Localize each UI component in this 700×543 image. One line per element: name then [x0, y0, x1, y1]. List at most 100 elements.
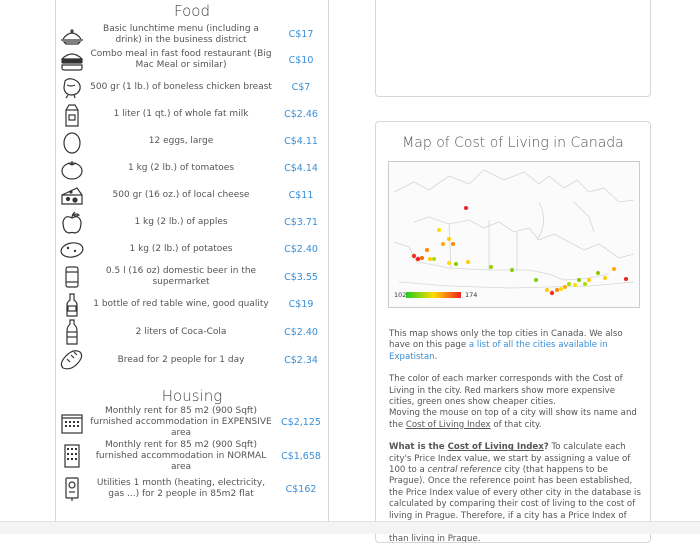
- cost-list-column: Food Basic lunchtime menu (including a d…: [55, 0, 329, 533]
- list-item: Utilities 1 month (heating, electricity,…: [56, 473, 328, 505]
- item-label: Monthly rent for 85 m2 (900 Sqft) furnis…: [95, 439, 267, 472]
- list-item: Monthly rent for 85 m2 (900 Sqft) furnis…: [56, 406, 328, 439]
- item-price[interactable]: C$2,125: [281, 417, 321, 428]
- cheese-icon: [56, 185, 88, 207]
- city-markers: [411, 206, 628, 296]
- building-icon: [56, 412, 88, 434]
- list-item: 12 eggs, large C$4.11: [56, 128, 328, 155]
- city-marker: [451, 242, 455, 246]
- item-price[interactable]: C$4.14: [284, 163, 318, 174]
- city-marker: [466, 260, 470, 264]
- text: .: [434, 351, 438, 362]
- city-marker: [577, 278, 581, 282]
- map-title: Map of Cost of Living in Canada: [402, 135, 624, 151]
- city-marker: [420, 256, 424, 260]
- item-label: Basic lunchtime menu (including a drink)…: [103, 23, 259, 45]
- item-label: Combo meal in fast food restaurant (Big …: [90, 49, 272, 70]
- text: central reference: [427, 465, 502, 476]
- milk-carton-icon: [56, 102, 88, 128]
- list-item: 500 gr (16 oz.) of local cheese C$11: [56, 182, 328, 209]
- egg-icon: [56, 129, 88, 155]
- list-item: 0.5 l (16 oz) domestic beer in the super…: [56, 263, 328, 291]
- item-price[interactable]: C$162: [285, 483, 317, 495]
- chicken-icon: [56, 75, 88, 99]
- list-item: 1 bottle of red table wine, good quality…: [56, 291, 328, 318]
- cost-of-living-index-link[interactable]: Cost of Living Index: [447, 442, 544, 453]
- item-price[interactable]: C$2.40: [284, 244, 318, 255]
- item-price[interactable]: C$11: [288, 190, 314, 201]
- bread-icon: [56, 348, 88, 372]
- city-marker: [567, 282, 571, 286]
- city-marker: [447, 237, 451, 241]
- list-item: Bread for 2 people for 1 day C$2.34: [56, 346, 328, 374]
- item-price[interactable]: C$19: [288, 299, 314, 310]
- city-marker: [583, 282, 587, 286]
- city-marker: [510, 268, 514, 272]
- text: ?: [543, 442, 549, 453]
- text: of that city.: [490, 419, 542, 430]
- text: Moving the mouse on top of a city will s…: [389, 408, 637, 430]
- list-item: Basic lunchtime menu (including a drink)…: [56, 22, 328, 47]
- list-item: Monthly rent for 85 m2 (900 Sqft) furnis…: [56, 439, 328, 473]
- item-price[interactable]: C$2.40: [284, 326, 318, 338]
- beer-can-icon: [56, 264, 88, 290]
- city-marker: [447, 261, 451, 265]
- item-label: 2 liters of Coca-Cola: [135, 326, 227, 337]
- item-label: Utilities 1 month (heating, electricity,…: [96, 478, 266, 499]
- apple-icon: [56, 210, 88, 236]
- legend-max: 174: [465, 291, 477, 299]
- food-section-title: Food: [174, 2, 210, 20]
- cost-of-living-index-link[interactable]: Cost of Living Index: [405, 419, 491, 430]
- housing-section-title: Housing: [161, 387, 223, 405]
- item-label: 1 liter (1 qt.) of whole fat milk: [113, 109, 249, 119]
- item-label: 1 kg (2 lb.) of potatoes: [129, 244, 233, 254]
- item-price[interactable]: C$3.55: [284, 271, 318, 283]
- paragraph-marker-color: The color of each marker corresponds wit…: [389, 374, 641, 431]
- city-marker: [603, 276, 607, 280]
- item-label: 12 eggs, large: [148, 136, 214, 146]
- city-marker: [411, 253, 417, 259]
- item-price[interactable]: C$1,658: [281, 450, 321, 462]
- item-price[interactable]: C$4.11: [284, 136, 318, 147]
- item-price[interactable]: C$3.71: [284, 217, 318, 228]
- city-marker: [534, 278, 538, 282]
- city-marker: [428, 257, 432, 261]
- item-price[interactable]: C$17: [288, 29, 314, 40]
- all-cities-link[interactable]: a list of all the cities available in Ex…: [389, 340, 608, 362]
- city-marker: [596, 271, 600, 275]
- utilities-icon: [56, 476, 88, 502]
- city-marker: [587, 278, 591, 282]
- city-marker: [437, 228, 441, 232]
- building-normal-icon: [56, 443, 88, 469]
- map-card: Map of Cost of Living in Canada: [375, 121, 651, 543]
- map-description: This map shows only the top cities in Ca…: [389, 329, 641, 542]
- potato-icon: [56, 239, 88, 261]
- item-label: 500 gr (16 oz.) of local cheese: [112, 190, 250, 200]
- list-item: 1 kg (2 lb.) of potatoes C$2.40: [56, 236, 328, 263]
- paragraph-top-cities: This map shows only the top cities in Ca…: [389, 329, 641, 363]
- item-label: Bread for 2 people for 1 day: [117, 354, 245, 365]
- cost-map[interactable]: 102 174: [388, 161, 640, 308]
- item-price[interactable]: C$7: [291, 81, 311, 93]
- city-marker: [559, 287, 563, 291]
- item-label: 1 kg (2 lb.) of apples: [134, 217, 228, 227]
- text: What is the: [389, 442, 448, 453]
- item-price[interactable]: C$2.34: [284, 354, 318, 366]
- city-marker: [549, 290, 555, 296]
- wine-bottle-icon: [56, 292, 88, 318]
- city-marker: [612, 267, 616, 271]
- city-marker: [441, 242, 445, 246]
- text: To calculate each city's Price Index val…: [389, 442, 631, 476]
- city-marker: [415, 256, 421, 262]
- item-label: Monthly rent for 85 m2 (900 Sqft) furnis…: [90, 406, 272, 438]
- item-price[interactable]: C$10: [288, 54, 314, 66]
- item-label: 1 bottle of red table wine, good quality: [93, 299, 269, 309]
- legend-min: 102: [394, 291, 406, 299]
- bottom-bar: [0, 521, 700, 534]
- city-marker: [563, 285, 567, 289]
- city-marker: [545, 288, 549, 292]
- question-heading: What is the Cost of Living Index?: [389, 442, 549, 452]
- burger-icon: [56, 49, 88, 71]
- item-price[interactable]: C$2.46: [284, 109, 318, 120]
- item-label: 1 kg (2 lb.) of tomatoes: [127, 163, 235, 173]
